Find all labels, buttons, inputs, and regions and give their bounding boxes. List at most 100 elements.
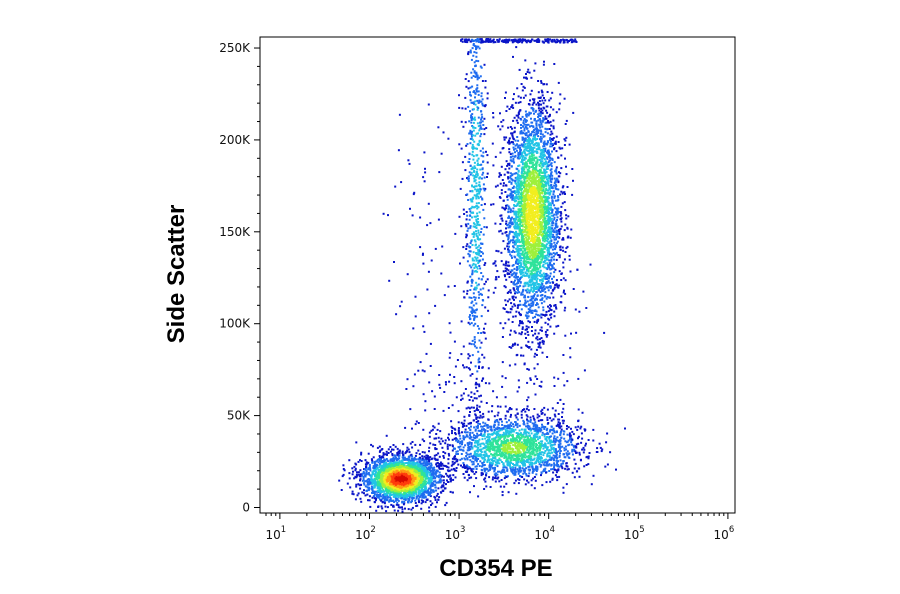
event-dot — [378, 495, 381, 498]
event-dot — [365, 470, 368, 473]
event-dot — [534, 170, 537, 173]
event-dot — [355, 485, 358, 488]
event-dot — [386, 492, 389, 495]
event-dot — [537, 285, 540, 288]
event-dot — [549, 106, 552, 109]
event-dot — [427, 492, 430, 495]
event-dot — [555, 166, 558, 169]
event-dot — [402, 494, 405, 497]
event-dot — [508, 206, 511, 209]
event-dot — [510, 223, 513, 226]
event-dot — [414, 488, 417, 491]
event-dot — [492, 203, 495, 206]
event-dot — [351, 467, 354, 470]
event-dot — [404, 485, 407, 488]
event-dot — [541, 207, 544, 210]
event-dot — [530, 76, 533, 79]
event-dot — [553, 148, 556, 151]
event-dot — [412, 488, 415, 491]
event-dot — [527, 123, 530, 126]
event-dot — [398, 460, 401, 463]
event-dot — [388, 500, 391, 503]
event-dot — [360, 483, 363, 486]
event-dot — [415, 475, 418, 478]
event-dot — [523, 241, 525, 244]
event-dot — [486, 97, 489, 100]
event-dot — [430, 480, 433, 483]
event-dot — [533, 273, 536, 276]
event-dot — [533, 156, 536, 159]
event-dot — [411, 476, 414, 479]
event-dot — [359, 469, 362, 472]
event-dot — [537, 268, 539, 271]
event-dot — [367, 468, 370, 471]
event-dot — [524, 243, 527, 246]
event-dot — [536, 302, 538, 305]
event-dot — [519, 215, 522, 218]
event-dot — [415, 488, 418, 491]
event-dot — [401, 469, 404, 472]
event-dot — [526, 331, 529, 333]
event-dot — [544, 131, 547, 134]
event-dot — [371, 482, 373, 485]
event-dot — [565, 214, 568, 217]
event-dot — [390, 488, 393, 491]
event-dot — [408, 498, 411, 501]
event-dot — [410, 464, 413, 467]
event-dot — [444, 504, 447, 507]
event-dot — [531, 161, 534, 164]
event-dot — [518, 177, 521, 180]
event-dot — [539, 329, 542, 332]
event-dot — [431, 489, 434, 492]
event-dot — [524, 177, 527, 180]
event-dot — [397, 453, 400, 456]
event-dot — [433, 472, 436, 475]
event-dot — [550, 171, 553, 174]
event-dot — [520, 259, 522, 262]
event-dot — [433, 469, 436, 471]
event-dot — [508, 232, 511, 235]
event-dot — [520, 155, 523, 157]
event-dot — [530, 117, 532, 120]
event-dot — [531, 171, 534, 174]
event-dot — [389, 499, 392, 502]
event-dot — [400, 483, 403, 486]
event-dot — [550, 162, 553, 165]
event-dot — [543, 300, 546, 303]
event-dot — [517, 95, 520, 98]
event-dot — [551, 177, 553, 180]
event-dot — [536, 335, 539, 338]
event-dot — [410, 467, 413, 470]
event-dot — [403, 470, 406, 472]
event-dot — [551, 202, 554, 205]
event-dot — [551, 277, 553, 280]
event-dot — [538, 261, 541, 264]
event-dot — [541, 133, 544, 136]
event-dot — [424, 477, 427, 480]
event-dot — [419, 486, 422, 489]
event-dot — [382, 460, 385, 463]
event-dot — [544, 163, 546, 166]
event-dot — [380, 505, 383, 508]
event-dot — [521, 328, 524, 330]
event-dot — [528, 289, 531, 292]
event-dot — [401, 506, 403, 509]
event-dot — [380, 473, 382, 476]
event-dot — [540, 385, 543, 388]
event-dot — [545, 109, 548, 112]
event-dot — [447, 458, 450, 461]
event-dot — [380, 464, 383, 467]
event-dot — [529, 125, 531, 128]
event-dot — [363, 468, 365, 471]
event-dot — [442, 479, 445, 482]
event-dot — [534, 352, 537, 355]
event-dot — [547, 230, 550, 233]
event-dot — [532, 265, 535, 268]
event-dot — [561, 202, 564, 205]
event-dot — [508, 245, 510, 248]
event-dot — [433, 495, 436, 498]
event-dot — [526, 214, 529, 217]
event-dot — [423, 451, 426, 454]
event-dot — [389, 446, 392, 448]
event-dot — [389, 493, 392, 496]
